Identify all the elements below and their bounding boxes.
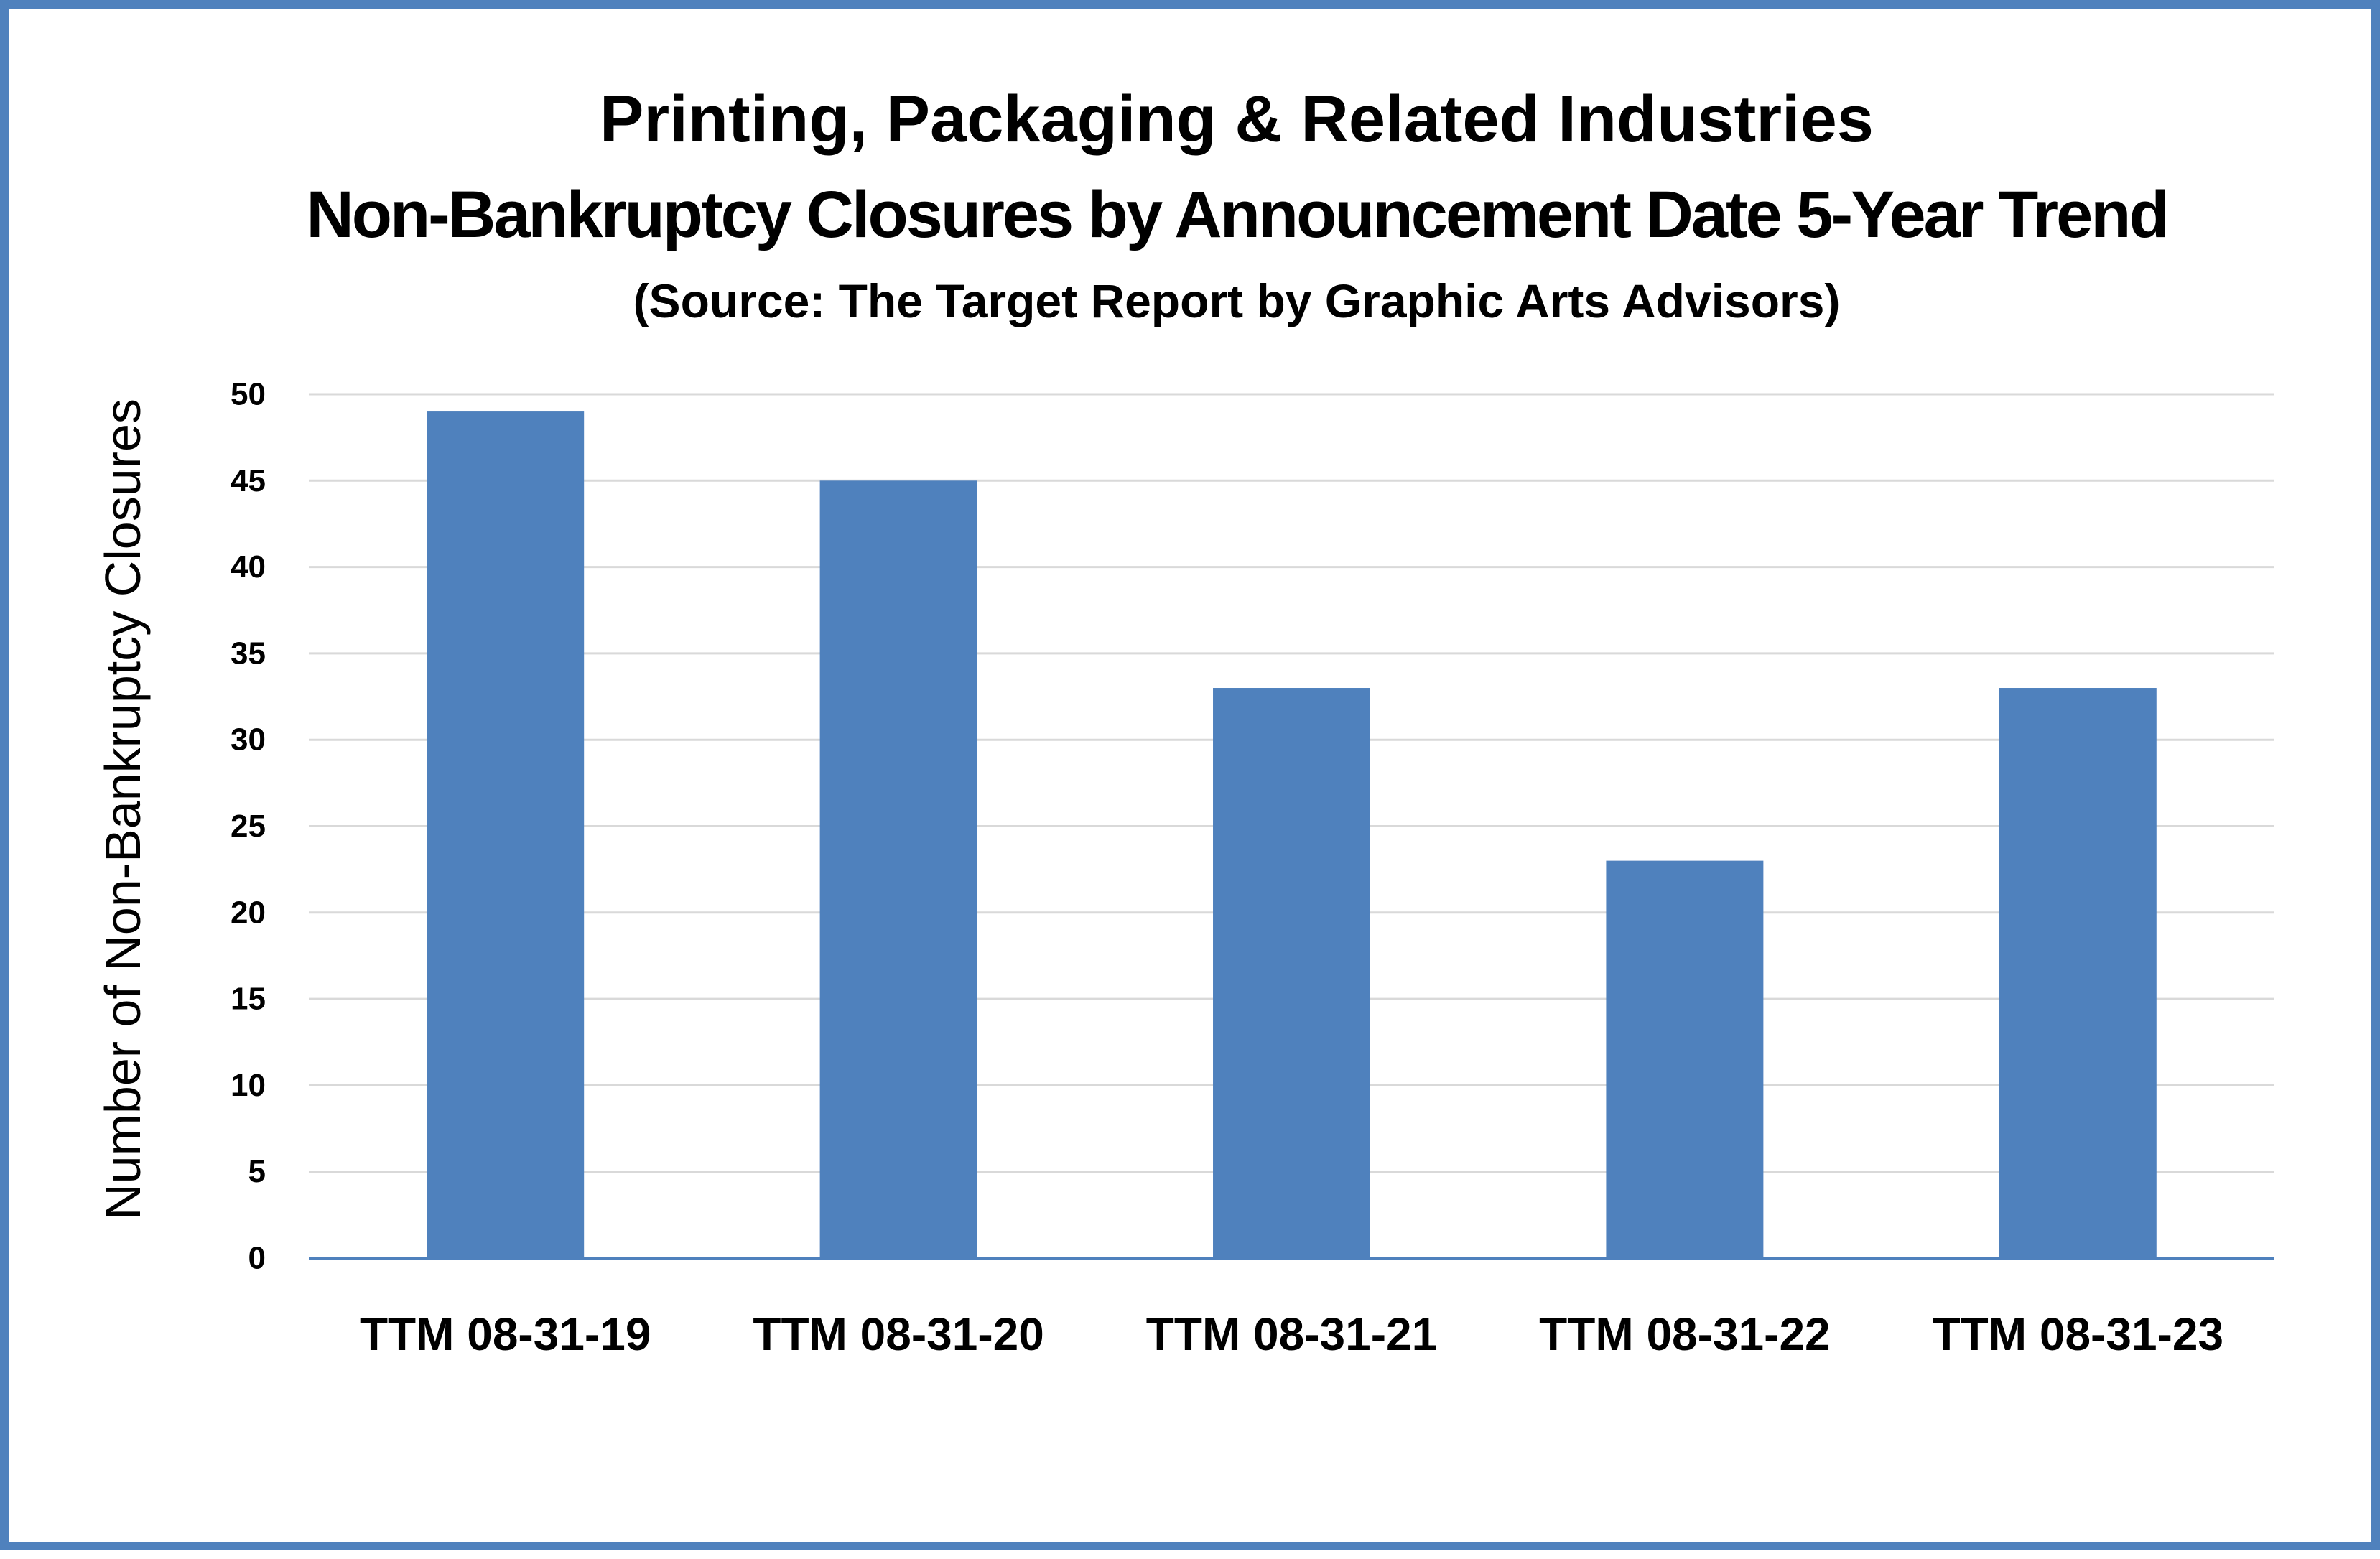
x-tick-label: TTM 08-31-23 bbox=[1933, 1308, 2223, 1360]
bar bbox=[1606, 860, 1764, 1258]
bar bbox=[427, 411, 585, 1258]
bars bbox=[427, 411, 2157, 1258]
y-tick-label: 45 bbox=[231, 463, 266, 498]
y-tick-label: 10 bbox=[231, 1068, 266, 1103]
x-tick-label: TTM 08-31-19 bbox=[360, 1308, 651, 1360]
x-tick-label: TTM 08-31-21 bbox=[1146, 1308, 1437, 1360]
x-tick-label: TTM 08-31-20 bbox=[753, 1308, 1043, 1360]
y-tick-label: 5 bbox=[248, 1154, 266, 1189]
y-tick-label: 50 bbox=[231, 377, 266, 412]
y-tick-label: 40 bbox=[231, 549, 266, 585]
y-tick-label: 15 bbox=[231, 982, 266, 1017]
y-tick-label: 35 bbox=[231, 636, 266, 671]
y-tick-label: 25 bbox=[231, 809, 266, 844]
bar bbox=[1213, 688, 1370, 1258]
chart-source: (Source: The Target Report by Graphic Ar… bbox=[633, 274, 1841, 327]
chart-subtitle: Non-Bankruptcy Closures by Announcement … bbox=[306, 178, 2167, 251]
y-tick-label: 20 bbox=[231, 895, 266, 930]
x-tick-labels: TTM 08-31-19 TTM 08-31-20 TTM 08-31-21 TTM … bbox=[360, 1308, 2223, 1360]
y-axis-label: Number of Non-Bankruptcy Closures bbox=[95, 399, 151, 1220]
y-tick-labels: 0 5 10 15 20 25 30 35 40 45 50 bbox=[231, 377, 266, 1276]
y-tick-label: 0 bbox=[248, 1241, 266, 1276]
x-tick-label: TTM 08-31-22 bbox=[1539, 1308, 1830, 1360]
bar bbox=[819, 480, 977, 1258]
bar bbox=[1999, 688, 2157, 1258]
y-tick-label: 30 bbox=[231, 722, 266, 758]
chart-svg: Printing, Packaging & Related Industries… bbox=[95, 83, 2274, 1360]
chart-title: Printing, Packaging & Related Industries bbox=[600, 83, 1874, 156]
